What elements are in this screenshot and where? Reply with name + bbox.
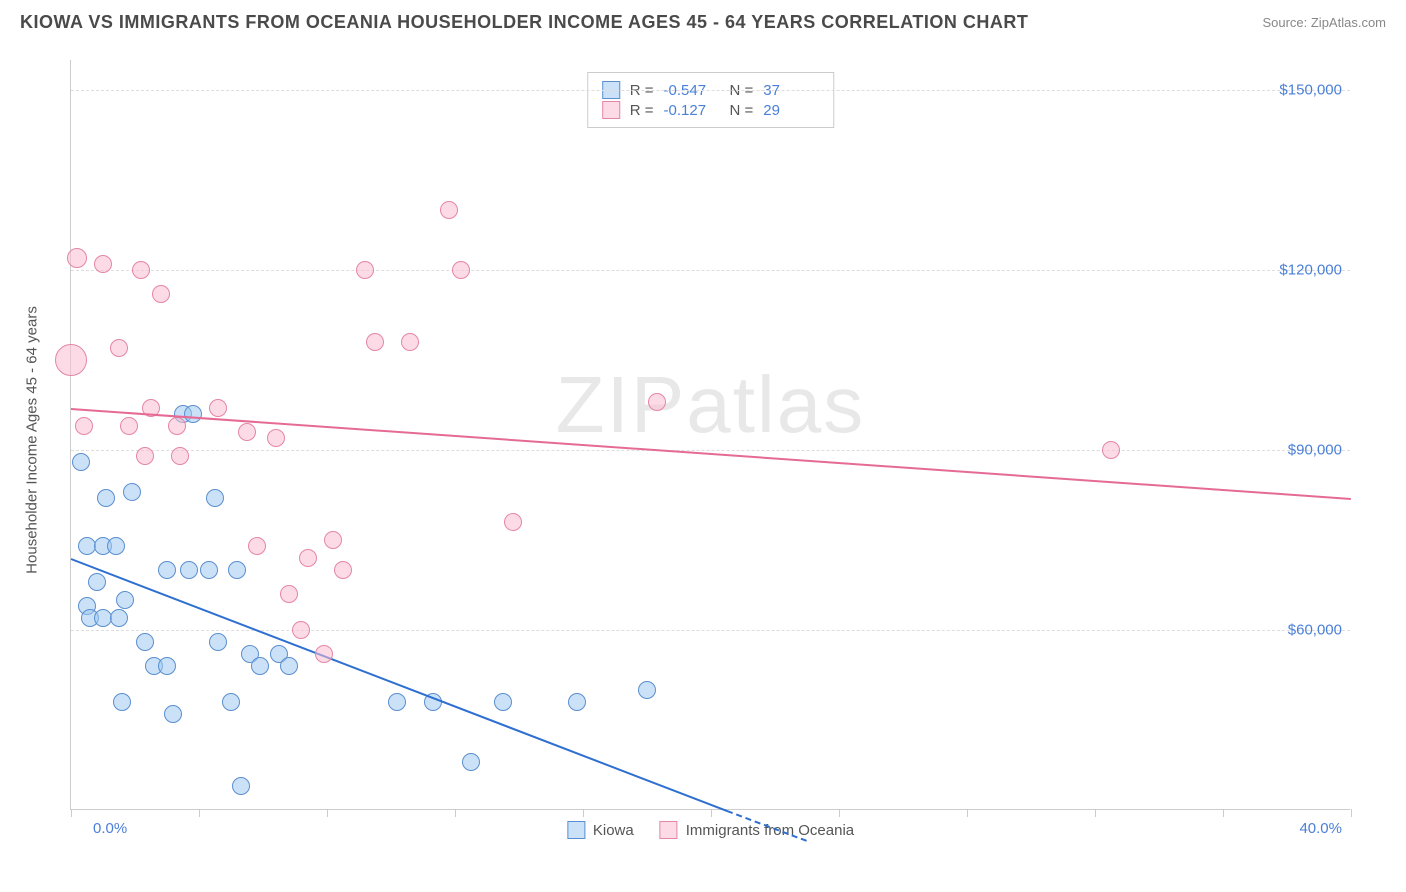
data-point	[228, 561, 246, 579]
legend-swatch	[567, 821, 585, 839]
legend-item: Immigrants from Oceania	[660, 821, 854, 839]
legend-label: Kiowa	[593, 822, 634, 839]
data-point	[168, 417, 186, 435]
data-point	[132, 261, 150, 279]
data-point	[110, 339, 128, 357]
chart-container: Householder Income Ages 45 - 64 years ZI…	[50, 50, 1386, 830]
x-tick	[839, 809, 840, 817]
data-point	[88, 573, 106, 591]
x-tick	[71, 809, 72, 817]
legend: Kiowa Immigrants from Oceania	[567, 821, 854, 839]
y-axis-title: Householder Income Ages 45 - 64 years	[24, 306, 41, 574]
trend-line	[71, 558, 728, 812]
y-tick-label: $150,000	[1279, 82, 1342, 99]
n-value: 29	[763, 102, 819, 119]
data-point	[116, 591, 134, 609]
data-point	[152, 285, 170, 303]
data-point	[55, 344, 87, 376]
x-tick	[583, 809, 584, 817]
data-point	[136, 633, 154, 651]
x-axis-end-label: 40.0%	[1299, 820, 1342, 837]
legend-label: Immigrants from Oceania	[686, 822, 854, 839]
legend-swatch	[602, 101, 620, 119]
x-axis-start-label: 0.0%	[93, 820, 127, 837]
data-point	[238, 423, 256, 441]
data-point	[184, 405, 202, 423]
data-point	[110, 609, 128, 627]
r-value: -0.127	[664, 102, 720, 119]
legend-item: Kiowa	[567, 821, 634, 839]
data-point	[638, 681, 656, 699]
chart-source: Source: ZipAtlas.com	[1262, 15, 1386, 30]
data-point	[356, 261, 374, 279]
gridline	[71, 270, 1350, 271]
data-point	[568, 693, 586, 711]
data-point	[123, 483, 141, 501]
x-tick	[1351, 809, 1352, 817]
data-point	[280, 657, 298, 675]
x-tick	[711, 809, 712, 817]
data-point	[67, 248, 87, 268]
legend-swatch	[660, 821, 678, 839]
y-tick-label: $120,000	[1279, 262, 1342, 279]
data-point	[94, 255, 112, 273]
data-point	[222, 693, 240, 711]
watermark: ZIPatlas	[556, 359, 865, 451]
data-point	[113, 693, 131, 711]
data-point	[315, 645, 333, 663]
data-point	[158, 561, 176, 579]
data-point	[648, 393, 666, 411]
data-point	[75, 417, 93, 435]
data-point	[494, 693, 512, 711]
x-tick	[199, 809, 200, 817]
correlation-stats-box: R =-0.547N =37R =-0.127N =29	[587, 72, 835, 128]
data-point	[440, 201, 458, 219]
data-point	[504, 513, 522, 531]
data-point	[200, 561, 218, 579]
data-point	[72, 453, 90, 471]
data-point	[292, 621, 310, 639]
data-point	[232, 777, 250, 795]
gridline	[71, 450, 1350, 451]
x-tick	[1223, 809, 1224, 817]
data-point	[1102, 441, 1120, 459]
data-point	[209, 399, 227, 417]
data-point	[280, 585, 298, 603]
data-point	[366, 333, 384, 351]
x-tick	[967, 809, 968, 817]
data-point	[248, 537, 266, 555]
data-point	[164, 705, 182, 723]
data-point	[158, 657, 176, 675]
data-point	[324, 531, 342, 549]
data-point	[334, 561, 352, 579]
data-point	[388, 693, 406, 711]
data-point	[462, 753, 480, 771]
x-tick	[327, 809, 328, 817]
data-point	[136, 447, 154, 465]
y-tick-label: $90,000	[1288, 442, 1342, 459]
x-tick	[455, 809, 456, 817]
x-tick	[1095, 809, 1096, 817]
data-point	[299, 549, 317, 567]
y-tick-label: $60,000	[1288, 622, 1342, 639]
data-point	[251, 657, 269, 675]
data-point	[97, 489, 115, 507]
data-point	[107, 537, 125, 555]
data-point	[267, 429, 285, 447]
plot-area: ZIPatlas R =-0.547N =37R =-0.127N =29 0.…	[70, 60, 1350, 810]
data-point	[171, 447, 189, 465]
data-point	[401, 333, 419, 351]
chart-title: KIOWA VS IMMIGRANTS FROM OCEANIA HOUSEHO…	[20, 12, 1028, 33]
data-point	[206, 489, 224, 507]
data-point	[180, 561, 198, 579]
gridline	[71, 90, 1350, 91]
data-point	[452, 261, 470, 279]
data-point	[120, 417, 138, 435]
trend-line	[71, 408, 1351, 500]
data-point	[209, 633, 227, 651]
